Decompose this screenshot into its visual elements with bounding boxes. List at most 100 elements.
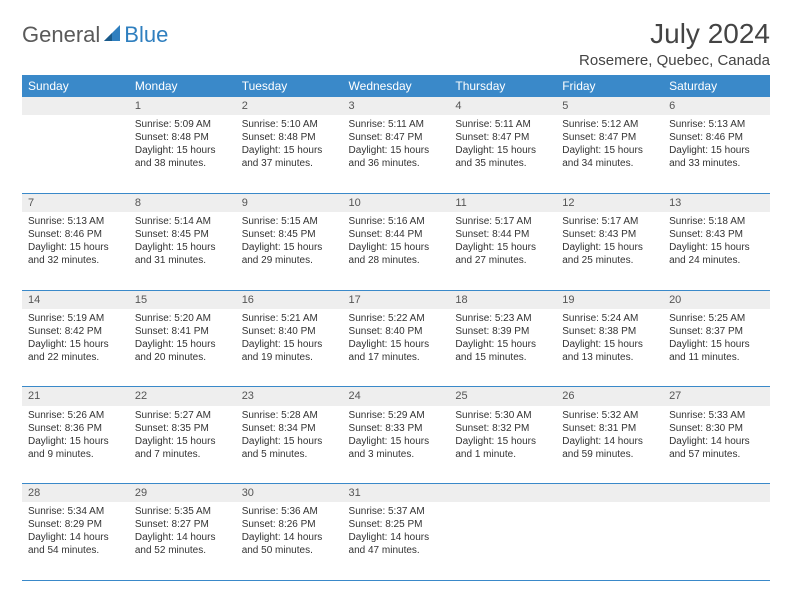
day-cell: Sunrise: 5:27 AMSunset: 8:35 PMDaylight:… — [129, 406, 236, 484]
day-cell: Sunrise: 5:22 AMSunset: 8:40 PMDaylight:… — [343, 309, 450, 387]
sun-info: Sunrise: 5:18 AMSunset: 8:43 PMDaylight:… — [663, 212, 770, 273]
logo: General Blue — [22, 22, 168, 48]
daylight-line: Daylight: 15 hours and 1 minute. — [455, 435, 550, 461]
daylight-line: Daylight: 15 hours and 34 minutes. — [562, 144, 657, 170]
day-number: 4 — [449, 97, 556, 115]
location: Rosemere, Quebec, Canada — [579, 52, 770, 69]
sunrise-line: Sunrise: 5:28 AM — [242, 409, 337, 422]
sun-info: Sunrise: 5:11 AMSunset: 8:47 PMDaylight:… — [343, 115, 450, 176]
day-cell: Sunrise: 5:19 AMSunset: 8:42 PMDaylight:… — [22, 309, 129, 387]
daylight-line: Daylight: 15 hours and 24 minutes. — [669, 241, 764, 267]
day-number — [22, 97, 129, 115]
day-header: Tuesday — [236, 75, 343, 97]
daylight-line: Daylight: 15 hours and 11 minutes. — [669, 338, 764, 364]
sunset-line: Sunset: 8:44 PM — [349, 228, 444, 241]
daylight-line: Daylight: 15 hours and 29 minutes. — [242, 241, 337, 267]
header: General Blue July 2024 Rosemere, Quebec,… — [22, 18, 770, 69]
daylight-line: Daylight: 15 hours and 38 minutes. — [135, 144, 230, 170]
sunset-line: Sunset: 8:38 PM — [562, 325, 657, 338]
daylight-line: Daylight: 15 hours and 33 minutes. — [669, 144, 764, 170]
sunset-line: Sunset: 8:48 PM — [135, 131, 230, 144]
sunset-line: Sunset: 8:32 PM — [455, 422, 550, 435]
sunrise-line: Sunrise: 5:11 AM — [455, 118, 550, 131]
day-cell: Sunrise: 5:17 AMSunset: 8:43 PMDaylight:… — [556, 212, 663, 290]
day-number: 2 — [236, 97, 343, 115]
sunset-line: Sunset: 8:43 PM — [562, 228, 657, 241]
day-header: Monday — [129, 75, 236, 97]
day-cell — [663, 502, 770, 580]
sunset-line: Sunset: 8:31 PM — [562, 422, 657, 435]
sunrise-line: Sunrise: 5:09 AM — [135, 118, 230, 131]
sun-info: Sunrise: 5:13 AMSunset: 8:46 PMDaylight:… — [22, 212, 129, 273]
sun-info: Sunrise: 5:26 AMSunset: 8:36 PMDaylight:… — [22, 406, 129, 467]
day-number: 3 — [343, 97, 450, 115]
sun-info: Sunrise: 5:35 AMSunset: 8:27 PMDaylight:… — [129, 502, 236, 563]
sunset-line: Sunset: 8:47 PM — [455, 131, 550, 144]
day-number: 20 — [663, 290, 770, 309]
day-cell — [22, 115, 129, 193]
day-cell: Sunrise: 5:26 AMSunset: 8:36 PMDaylight:… — [22, 406, 129, 484]
daynum-row: 28293031 — [22, 484, 770, 503]
day-number: 21 — [22, 387, 129, 406]
sunrise-line: Sunrise: 5:30 AM — [455, 409, 550, 422]
day-number: 5 — [556, 97, 663, 115]
sunset-line: Sunset: 8:34 PM — [242, 422, 337, 435]
day-number: 30 — [236, 484, 343, 503]
sun-info: Sunrise: 5:29 AMSunset: 8:33 PMDaylight:… — [343, 406, 450, 467]
day-number: 9 — [236, 193, 343, 212]
day-number: 22 — [129, 387, 236, 406]
sun-info: Sunrise: 5:16 AMSunset: 8:44 PMDaylight:… — [343, 212, 450, 273]
sun-info: Sunrise: 5:12 AMSunset: 8:47 PMDaylight:… — [556, 115, 663, 176]
daylight-line: Daylight: 15 hours and 20 minutes. — [135, 338, 230, 364]
sun-info: Sunrise: 5:09 AMSunset: 8:48 PMDaylight:… — [129, 115, 236, 176]
daylight-line: Daylight: 15 hours and 37 minutes. — [242, 144, 337, 170]
daynum-row: 21222324252627 — [22, 387, 770, 406]
daylight-line: Daylight: 15 hours and 9 minutes. — [28, 435, 123, 461]
sun-info: Sunrise: 5:37 AMSunset: 8:25 PMDaylight:… — [343, 502, 450, 563]
sunrise-line: Sunrise: 5:25 AM — [669, 312, 764, 325]
day-cell: Sunrise: 5:36 AMSunset: 8:26 PMDaylight:… — [236, 502, 343, 580]
day-cell: Sunrise: 5:09 AMSunset: 8:48 PMDaylight:… — [129, 115, 236, 193]
day-header: Saturday — [663, 75, 770, 97]
sunset-line: Sunset: 8:47 PM — [349, 131, 444, 144]
day-cell: Sunrise: 5:12 AMSunset: 8:47 PMDaylight:… — [556, 115, 663, 193]
daylight-line: Daylight: 14 hours and 54 minutes. — [28, 531, 123, 557]
sunrise-line: Sunrise: 5:24 AM — [562, 312, 657, 325]
sunrise-line: Sunrise: 5:21 AM — [242, 312, 337, 325]
sunset-line: Sunset: 8:42 PM — [28, 325, 123, 338]
day-cell: Sunrise: 5:13 AMSunset: 8:46 PMDaylight:… — [22, 212, 129, 290]
sunrise-line: Sunrise: 5:17 AM — [562, 215, 657, 228]
day-cell: Sunrise: 5:37 AMSunset: 8:25 PMDaylight:… — [343, 502, 450, 580]
sun-info: Sunrise: 5:13 AMSunset: 8:46 PMDaylight:… — [663, 115, 770, 176]
sun-info: Sunrise: 5:27 AMSunset: 8:35 PMDaylight:… — [129, 406, 236, 467]
day-cell — [449, 502, 556, 580]
sunrise-line: Sunrise: 5:29 AM — [349, 409, 444, 422]
sun-info: Sunrise: 5:36 AMSunset: 8:26 PMDaylight:… — [236, 502, 343, 563]
daynum-row: 14151617181920 — [22, 290, 770, 309]
daylight-line: Daylight: 14 hours and 57 minutes. — [669, 435, 764, 461]
day-number: 29 — [129, 484, 236, 503]
daynum-row: 123456 — [22, 97, 770, 115]
sunset-line: Sunset: 8:26 PM — [242, 518, 337, 531]
sunset-line: Sunset: 8:41 PM — [135, 325, 230, 338]
calendar-table: Sunday Monday Tuesday Wednesday Thursday… — [22, 75, 770, 581]
day-number: 7 — [22, 193, 129, 212]
day-number: 6 — [663, 97, 770, 115]
sun-info: Sunrise: 5:22 AMSunset: 8:40 PMDaylight:… — [343, 309, 450, 370]
day-cell: Sunrise: 5:16 AMSunset: 8:44 PMDaylight:… — [343, 212, 450, 290]
sunrise-line: Sunrise: 5:35 AM — [135, 505, 230, 518]
sun-info: Sunrise: 5:21 AMSunset: 8:40 PMDaylight:… — [236, 309, 343, 370]
sun-info: Sunrise: 5:11 AMSunset: 8:47 PMDaylight:… — [449, 115, 556, 176]
daylight-line: Daylight: 15 hours and 31 minutes. — [135, 241, 230, 267]
sunrise-line: Sunrise: 5:16 AM — [349, 215, 444, 228]
sun-info: Sunrise: 5:10 AMSunset: 8:48 PMDaylight:… — [236, 115, 343, 176]
day-cell: Sunrise: 5:30 AMSunset: 8:32 PMDaylight:… — [449, 406, 556, 484]
sunset-line: Sunset: 8:45 PM — [135, 228, 230, 241]
sun-info: Sunrise: 5:30 AMSunset: 8:32 PMDaylight:… — [449, 406, 556, 467]
content-row: Sunrise: 5:13 AMSunset: 8:46 PMDaylight:… — [22, 212, 770, 290]
month-title: July 2024 — [579, 18, 770, 50]
daylight-line: Daylight: 15 hours and 25 minutes. — [562, 241, 657, 267]
daylight-line: Daylight: 15 hours and 5 minutes. — [242, 435, 337, 461]
daylight-line: Daylight: 14 hours and 47 minutes. — [349, 531, 444, 557]
day-cell: Sunrise: 5:21 AMSunset: 8:40 PMDaylight:… — [236, 309, 343, 387]
